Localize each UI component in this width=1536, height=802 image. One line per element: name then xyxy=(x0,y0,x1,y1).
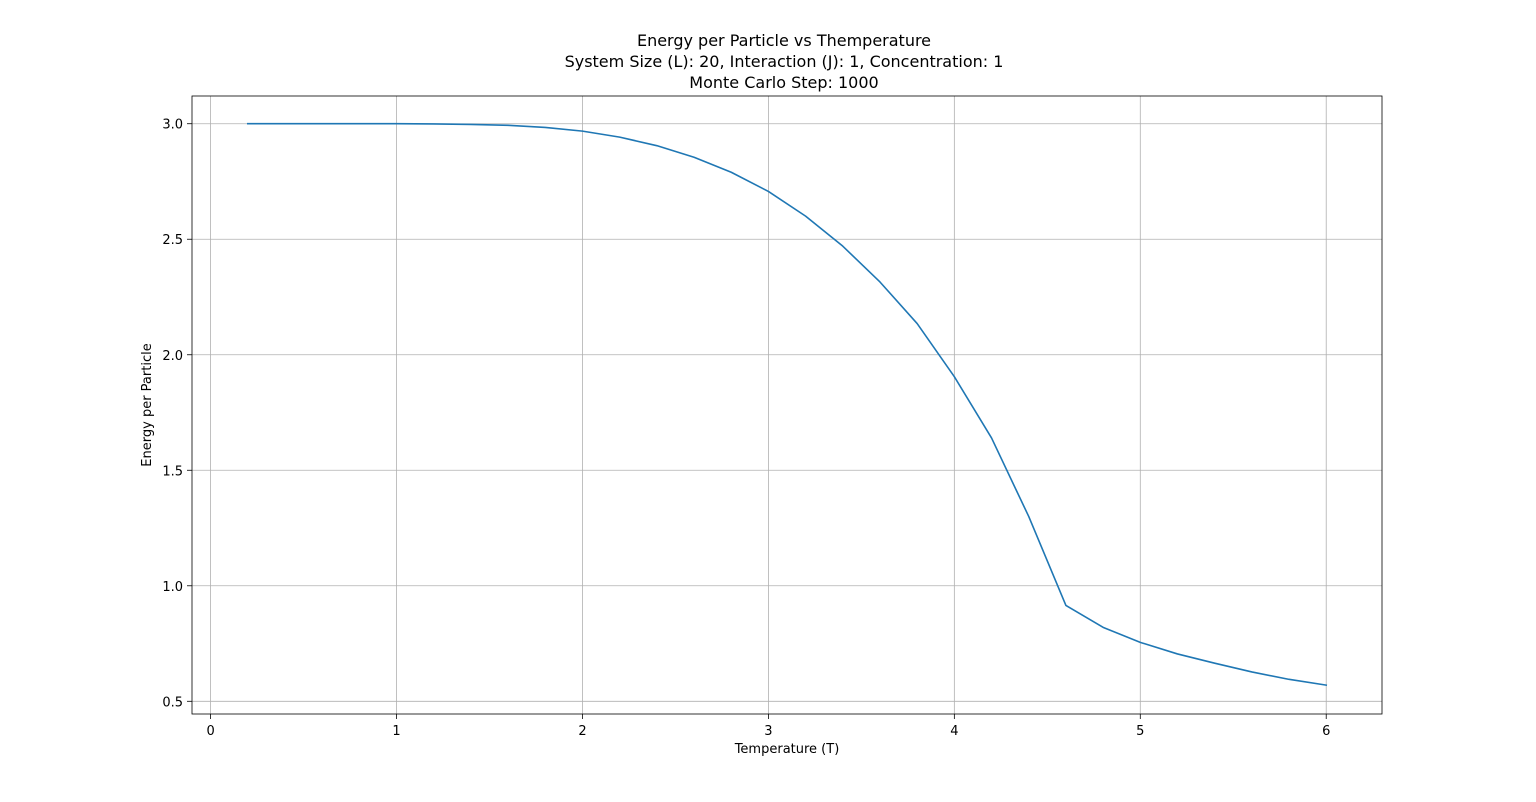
y-tick-label: 2.5 xyxy=(162,233,183,248)
x-axis-ticks: 0 1 2 3 4 5 6 xyxy=(206,714,1330,739)
series-line xyxy=(246,122,1328,687)
y-axis-ticks: 0.5 1.0 1.5 2.0 2.5 3.0 xyxy=(162,118,192,710)
chart-title-line-2: System Size (L): 20, Interaction (J): 1,… xyxy=(565,52,1004,71)
x-tick-label: 0 xyxy=(206,724,214,739)
x-tick-label: 1 xyxy=(392,724,400,739)
chart-title-line-3: Monte Carlo Step: 1000 xyxy=(689,73,878,92)
y-tick-label: 2.0 xyxy=(162,349,183,364)
plot-area-frame xyxy=(191,95,1383,715)
gridlines xyxy=(192,96,1382,714)
y-tick-label: 1.5 xyxy=(162,464,183,479)
x-tick-label: 3 xyxy=(764,724,772,739)
x-tick-label: 6 xyxy=(1322,724,1330,739)
x-tick-label: 2 xyxy=(578,724,586,739)
x-tick-label: 5 xyxy=(1136,724,1144,739)
y-tick-label: 0.5 xyxy=(162,695,183,710)
y-axis-label: Energy per Particle xyxy=(140,343,155,466)
x-tick-label: 4 xyxy=(950,724,958,739)
x-axis-label: Temperature (T) xyxy=(734,742,840,757)
y-tick-label: 3.0 xyxy=(162,118,183,133)
series-layer xyxy=(246,122,1328,687)
y-tick-label: 1.0 xyxy=(162,580,183,595)
chart-title-line-1: Energy per Particle vs Themperature xyxy=(637,31,931,50)
